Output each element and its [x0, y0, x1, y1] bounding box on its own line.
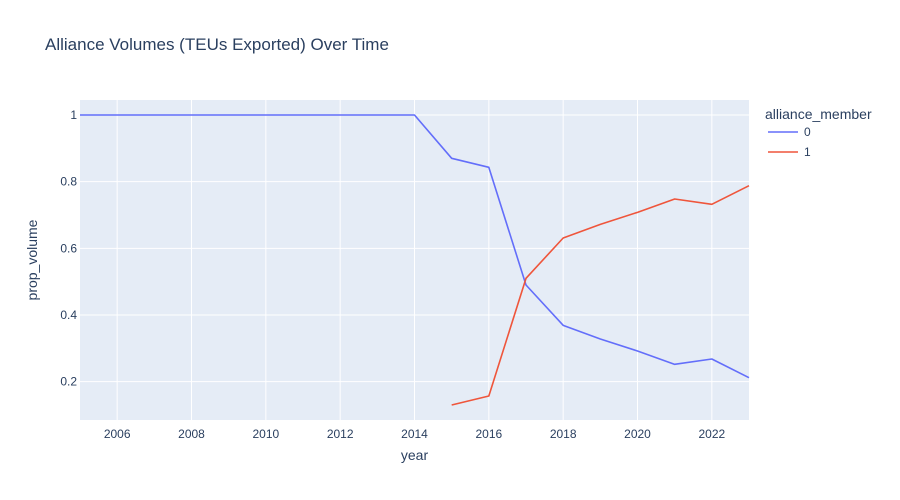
- x-axis-title: year: [401, 447, 429, 463]
- legend-label: 1: [804, 145, 811, 159]
- legend-item-1[interactable]: 1: [768, 145, 811, 159]
- series-line-0[interactable]: [80, 114, 750, 379]
- x-tick-label: 2022: [698, 427, 725, 441]
- chart-title: Alliance Volumes (TEUs Exported) Over Ti…: [45, 35, 389, 54]
- series-line-1[interactable]: [451, 184, 750, 406]
- y-tick-label: 0.4: [60, 308, 77, 322]
- legend: alliance_member 0 1: [765, 106, 872, 159]
- legend-title: alliance_member: [765, 106, 872, 122]
- y-tick-label: 1: [70, 108, 77, 122]
- y-axis-ticks: 0.2 0.4 0.6 0.8 1: [60, 108, 77, 389]
- x-tick-label: 2006: [104, 427, 131, 441]
- x-axis-ticks: 2006 2008 2010 2012 2014 2016 2018 2020 2022: [104, 427, 726, 441]
- x-tick-label: 2018: [550, 427, 577, 441]
- x-tick-label: 2014: [401, 427, 428, 441]
- x-tick-label: 2020: [624, 427, 651, 441]
- legend-label: 0: [804, 125, 811, 139]
- x-tick-label: 2010: [252, 427, 279, 441]
- y-tick-label: 0.8: [60, 175, 77, 189]
- x-tick-label: 2012: [327, 427, 354, 441]
- x-tick-label: 2016: [475, 427, 502, 441]
- x-tick-label: 2008: [178, 427, 205, 441]
- x-gridlines: [116, 100, 713, 420]
- y-tick-label: 0.2: [60, 375, 77, 389]
- y-axis-title: prop_volume: [24, 219, 40, 300]
- series-lines: [80, 114, 750, 406]
- legend-item-0[interactable]: 0: [768, 125, 811, 139]
- y-tick-label: 0.6: [60, 241, 77, 255]
